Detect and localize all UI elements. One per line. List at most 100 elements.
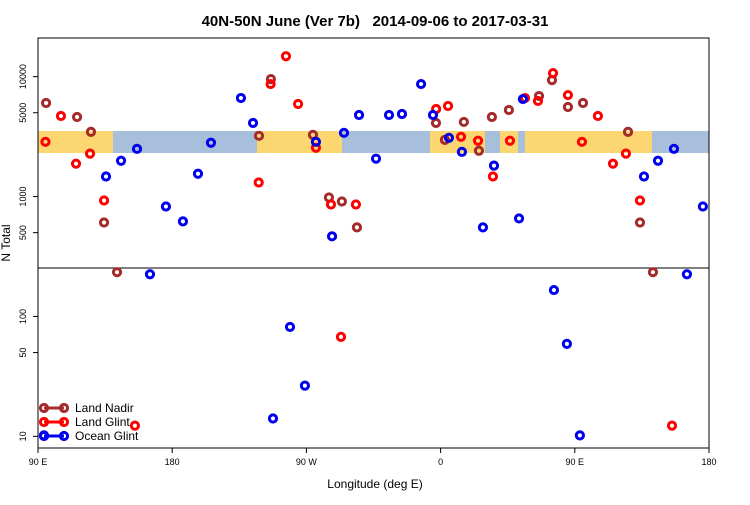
point: [144, 269, 156, 280]
point: [192, 168, 204, 179]
x-tick-label: 90 W: [296, 457, 318, 467]
point: [458, 116, 469, 128]
point: [562, 101, 574, 113]
point: [548, 284, 560, 296]
y-tick-label: 500: [18, 225, 28, 240]
point: [456, 146, 468, 157]
point: [100, 171, 112, 182]
legend-marker: [58, 402, 70, 414]
y-tick-label: 100: [18, 309, 28, 324]
point: [280, 51, 292, 62]
point: [235, 92, 247, 104]
point: [115, 155, 127, 166]
point: [247, 117, 259, 129]
point: [576, 136, 588, 147]
point: [430, 117, 442, 129]
point: [547, 68, 559, 79]
y-tick-label: 1000: [18, 187, 28, 207]
point: [265, 74, 277, 85]
point: [338, 127, 350, 138]
point: [325, 199, 337, 210]
y-axis-label: N Total: [0, 224, 13, 261]
point: [620, 148, 632, 159]
point: [253, 130, 265, 141]
point: [370, 153, 382, 164]
y-tick-label: 10000: [18, 64, 28, 89]
point: [40, 97, 52, 109]
point: [267, 413, 279, 424]
point: [351, 222, 363, 233]
point: [455, 131, 467, 142]
point: [473, 145, 485, 156]
point: [84, 148, 96, 159]
x-axis-label: Longitude (deg E): [327, 477, 422, 491]
point: [647, 267, 659, 278]
point: [486, 111, 497, 123]
point: [427, 109, 439, 121]
legend-marker: [38, 430, 50, 442]
legend-marker: [58, 430, 70, 442]
point: [98, 195, 110, 206]
point: [205, 137, 217, 148]
point: [160, 201, 172, 212]
point: [607, 158, 619, 169]
point: [562, 89, 574, 101]
point: [577, 97, 589, 109]
point: [129, 420, 141, 431]
point: [98, 217, 110, 228]
point: [477, 222, 489, 233]
point: [681, 269, 693, 280]
point: [383, 109, 395, 121]
point: [592, 110, 604, 122]
legend-label: Land Glint: [75, 415, 130, 429]
point: [253, 177, 264, 188]
point: [85, 126, 97, 138]
point: [326, 231, 338, 242]
x-tick-label: 90 E: [29, 457, 48, 467]
x-tick-label: 180: [701, 457, 716, 467]
point: [415, 78, 427, 90]
point: [697, 201, 708, 212]
x-tick-label: 0: [438, 457, 443, 467]
point: [70, 158, 82, 169]
point: [533, 90, 545, 102]
point: [111, 267, 123, 278]
legend-label: Land Nadir: [75, 401, 134, 415]
legend-marker: [58, 416, 70, 428]
y-tick-label: 10: [18, 431, 28, 441]
plot-frame: [37, 37, 710, 449]
point: [638, 171, 650, 182]
point: [517, 93, 529, 105]
y-tick-label: 50: [18, 348, 28, 358]
point: [634, 195, 646, 206]
point: [350, 199, 362, 210]
point: [443, 132, 455, 143]
point: [442, 100, 454, 112]
point: [40, 136, 51, 147]
point: [396, 108, 408, 120]
point: [561, 338, 572, 349]
point: [513, 213, 525, 224]
map-strip: [38, 131, 709, 153]
point: [504, 135, 516, 146]
legend-marker: [38, 402, 50, 414]
point: [472, 135, 484, 146]
point: [634, 217, 646, 228]
point: [622, 126, 634, 138]
point: [131, 143, 143, 154]
point: [299, 380, 311, 391]
point: [652, 155, 664, 166]
point: [310, 136, 322, 147]
point: [55, 110, 67, 122]
point: [666, 420, 678, 431]
x-tick-label: 180: [165, 457, 180, 467]
point: [503, 104, 514, 116]
point: [353, 109, 365, 121]
point: [284, 321, 296, 333]
point: [71, 111, 83, 123]
legend-marker: [38, 416, 50, 428]
legend-label: Ocean Glint: [75, 429, 139, 443]
point: [335, 331, 347, 342]
x-tick-label: 90 E: [566, 457, 585, 467]
point: [532, 95, 544, 107]
